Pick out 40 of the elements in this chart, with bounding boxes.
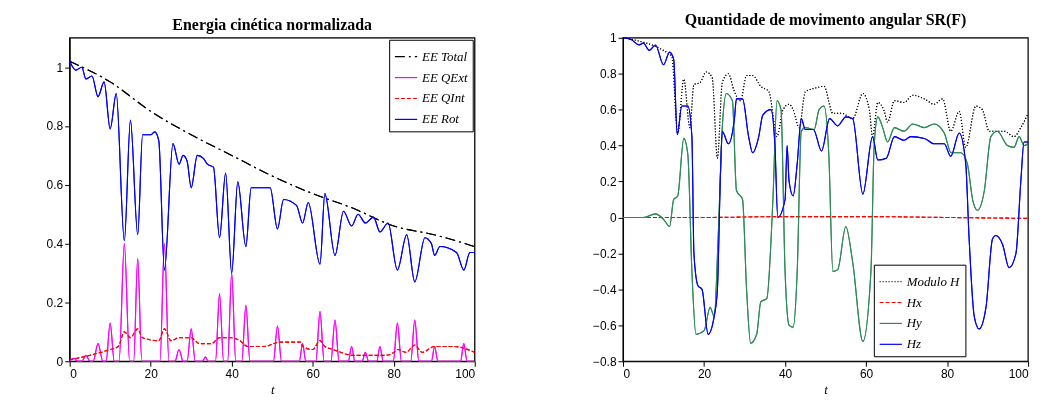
y-tick-label: 0 [56, 354, 64, 369]
legend-label: EE Total [420, 48, 468, 64]
y-tick-label: 0.6 [599, 103, 617, 118]
x-tick-label: 40 [225, 366, 240, 381]
x-tick-label: 100 [1008, 366, 1029, 381]
x-axis-title: t [824, 381, 829, 397]
y-tick-label: 0.2 [599, 175, 617, 190]
y-tick-label: 0.2 [46, 295, 64, 310]
y-tick-label: 1 [56, 60, 64, 75]
legend-label: Modulo H [905, 273, 961, 289]
y-tick-label: 0.4 [46, 237, 64, 252]
legend-label: Hy [905, 315, 923, 331]
y-tick-label: −0.4 [592, 282, 617, 297]
legend-label: EE QInt [420, 90, 466, 106]
x-tick-label: 40 [778, 366, 793, 381]
x-tick-label: 80 [387, 366, 402, 381]
x-tick-label: 100 [455, 366, 476, 381]
y-tick-label: 0.8 [599, 67, 617, 82]
y-tick-label: 0.8 [46, 119, 64, 134]
x-axis-title: t [270, 381, 275, 397]
y-tick-label: −0.2 [592, 246, 617, 261]
chart-title: Quantidade de movimento angular SR(F) [684, 10, 967, 29]
y-tick-label: −0.8 [592, 354, 617, 369]
legend-label: Hz [905, 336, 922, 352]
legend-label: Hx [905, 294, 923, 310]
x-tick-label: 80 [940, 366, 955, 381]
legend-label: EE Rot [420, 111, 460, 127]
x-tick-label: 60 [306, 366, 321, 381]
x-tick-label: 0 [70, 366, 78, 381]
x-tick-label: 60 [859, 366, 874, 381]
x-tick-label: 0 [623, 366, 631, 381]
x-tick-label: 20 [144, 366, 159, 381]
x-tick-label: 20 [697, 366, 712, 381]
chart-title: Energia cinética normalizada [172, 16, 373, 35]
y-tick-label: −0.6 [592, 318, 617, 333]
y-tick-label: 1 [609, 31, 617, 46]
legend-label: EE QExt [420, 69, 468, 85]
y-tick-label: 0 [609, 210, 617, 225]
y-tick-label: 0.4 [599, 139, 617, 154]
y-tick-label: 0.6 [46, 178, 64, 193]
